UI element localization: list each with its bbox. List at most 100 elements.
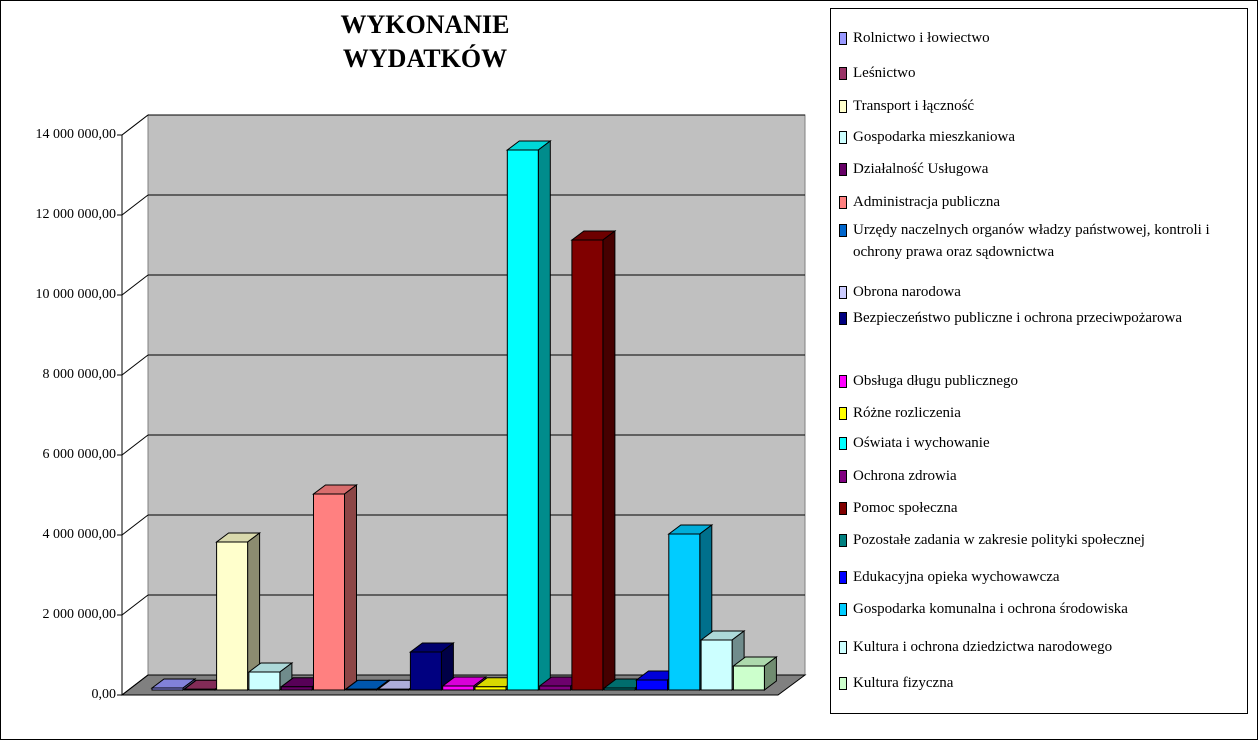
bar [313, 493, 345, 691]
legend-swatch [839, 407, 847, 420]
grid-line [121, 434, 149, 456]
legend-label: Różne rozliczenia [853, 405, 961, 421]
legend-label: Gospodarka mieszkaniowa [853, 129, 1016, 145]
legend-label: Obrona narodowa [853, 284, 961, 300]
grid-line [121, 594, 149, 616]
legend-swatch [839, 375, 847, 388]
legend-label: Działalność Usługowa [853, 161, 989, 177]
grid-line [121, 354, 149, 376]
bar [506, 149, 539, 691]
grid-line [121, 114, 149, 136]
legend-label: Urzędy naczelnych organów władzy państwo… [853, 222, 1210, 260]
legend-item: Urzędy naczelnych organów władzy państwo… [839, 219, 1248, 263]
legend-item: Obrona narodowa [839, 281, 1248, 303]
bar [571, 239, 604, 691]
legend-label: Obsługa długu publicznego [853, 373, 1018, 389]
legend-swatch [839, 32, 847, 45]
bar [636, 679, 668, 691]
legend-swatch [839, 534, 847, 547]
y-tick-label: 12 000 000,00 [36, 207, 117, 222]
bar [248, 671, 281, 691]
legend-item: Rolnictwo i łowiectwo [839, 27, 1248, 49]
legend-label: Gospodarka komunalna i ochrona środowisk… [853, 601, 1128, 617]
legend-swatch [839, 437, 847, 450]
legend-item: Obsługa długu publicznego [839, 370, 1248, 392]
bar [151, 687, 184, 691]
legend-swatch [839, 286, 847, 299]
legend-swatch [839, 196, 847, 209]
y-tick-label: 0,00 [92, 687, 117, 702]
side-wall [121, 113, 149, 697]
bar [539, 685, 572, 691]
legend-swatch [839, 571, 847, 584]
y-tick-label: 10 000 000,00 [36, 287, 117, 302]
legend-swatch [839, 470, 847, 483]
legend-swatch [839, 502, 847, 515]
legend-label: Leśnictwo [853, 65, 916, 81]
legend-item: Pomoc społeczna [839, 497, 1248, 519]
bar-side [537, 140, 551, 691]
bar [183, 688, 216, 691]
legend-item: Leśnictwo [839, 62, 1248, 84]
legend-swatch [839, 312, 847, 325]
legend-item: Kultura fizyczna [839, 672, 1248, 694]
legend-item: Różne rozliczenia [839, 402, 1248, 424]
y-tick-label: 4 000 000,00 [43, 527, 117, 542]
legend-label: Pomoc społeczna [853, 500, 958, 516]
legend-label: Kultura fizyczna [853, 675, 954, 691]
legend-item: Transport i łączność [839, 95, 1248, 117]
chart-title: WYKONANIE WYDATKÓW [340, 10, 510, 73]
legend-swatch [839, 603, 847, 616]
legend-item: Bezpieczeństwo publiczne i ochrona przec… [839, 307, 1248, 329]
grid-line [121, 674, 149, 696]
legend-swatch [839, 131, 847, 144]
legend: Rolnictwo i łowiectwo Leśnictwo Transport … [830, 8, 1248, 714]
legend-item: Edukacyjna opieka wychowawcza [839, 566, 1248, 588]
legend-label: Kultura i ochrona dziedzictwa narodowego [853, 639, 1113, 655]
bar [377, 688, 410, 691]
legend-label: Oświata i wychowanie [853, 435, 990, 451]
y-tick-label: 8 000 000,00 [43, 367, 117, 382]
legend-label: Pozostałe zadania w zakresie polityki sp… [853, 532, 1145, 548]
legend-swatch [839, 163, 847, 176]
grid-line [121, 194, 149, 216]
bar [442, 685, 475, 691]
legend-item: Pozostałe zadania w zakresie polityki sp… [839, 529, 1248, 551]
y-tick-label: 14 000 000,00 [36, 127, 117, 142]
bar [280, 686, 313, 691]
legend-item: Kultura i ochrona dziedzictwa narodowego [839, 636, 1248, 658]
bar [668, 533, 701, 691]
legend-item: Administracja publiczna [839, 191, 1248, 213]
bar [474, 686, 507, 691]
bar [345, 688, 378, 691]
legend-item: Gospodarka komunalna i ochrona środowisk… [839, 598, 1248, 620]
legend-label: Bezpieczeństwo publiczne i ochrona przec… [853, 310, 1183, 326]
legend-label: Edukacyjna opieka wychowawcza [853, 569, 1060, 585]
legend-label: Ochrona zdrowia [853, 468, 957, 484]
legend-item: Oświata i wychowanie [839, 432, 1248, 454]
bar [409, 651, 442, 691]
y-tick-label: 2 000 000,00 [43, 607, 117, 622]
bar [603, 687, 636, 691]
legend-swatch [839, 641, 847, 654]
bar-side [602, 230, 616, 691]
bar [700, 639, 733, 691]
legend-swatch [839, 677, 847, 690]
bar [732, 665, 765, 691]
legend-swatch [839, 224, 847, 237]
legend-item: Gospodarka mieszkaniowa [839, 126, 1248, 148]
grid-line [121, 514, 149, 536]
legend-swatch [839, 67, 847, 80]
legend-label: Administracja publiczna [853, 194, 1001, 210]
bar [216, 541, 249, 691]
grid-line [121, 274, 149, 296]
legend-label: Transport i łączność [853, 98, 975, 114]
legend-label: Rolnictwo i łowiectwo [853, 30, 990, 46]
bar-side [344, 484, 357, 691]
legend-item: Ochrona zdrowia [839, 465, 1248, 487]
y-tick-label: 6 000 000,00 [43, 447, 117, 462]
legend-swatch [839, 100, 847, 113]
legend-item: Działalność Usługowa [839, 158, 1248, 180]
